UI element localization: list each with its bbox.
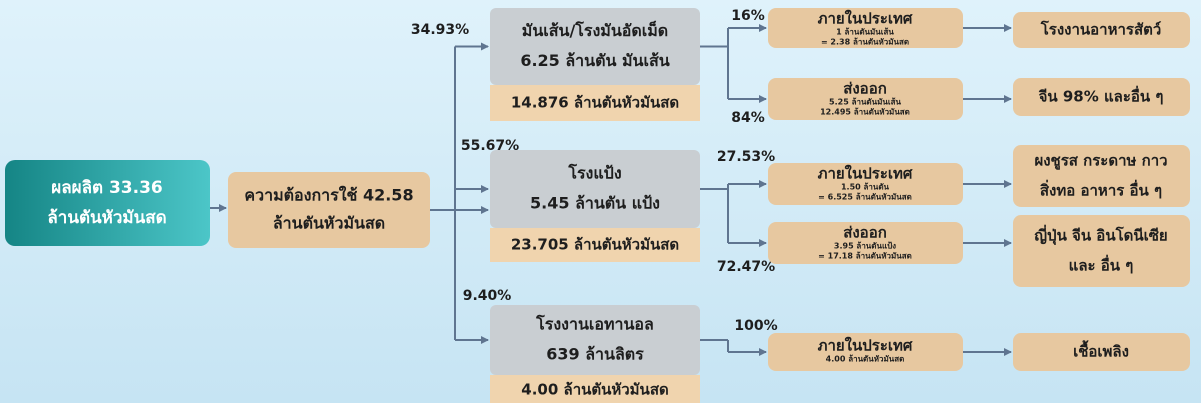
- output-detail: = 6.525 ล้านตันหัวมันสด: [818, 192, 912, 202]
- branch-percent: 34.93%: [411, 22, 469, 38]
- output-detail: 4.00 ล้านตันหัวมันสด: [826, 354, 905, 364]
- branch-fresh-box: [490, 228, 700, 262]
- demand-text: ความต้องการใช้ 42.58: [244, 186, 413, 205]
- output-detail: = 17.18 ล้านตันหัวมันสด: [818, 251, 912, 261]
- destination-box: [1013, 215, 1190, 287]
- output-title: ภายในประเทศ: [818, 337, 913, 355]
- destination-box: [1013, 12, 1190, 48]
- source-text: ล้านตันหัวมันสด: [47, 208, 166, 228]
- branch-fresh-box: [490, 85, 700, 121]
- branch-text: โรงงานเอทานอล: [535, 314, 654, 334]
- destination-text: จีน 98% และอื่น ๆ: [1038, 86, 1163, 106]
- destination-text: ญี่ปุ่น จีน อินโดนีเซีย: [1034, 225, 1167, 246]
- output-box: [768, 333, 963, 371]
- destination-text: โรงงานอาหารสัตว์: [1040, 20, 1162, 39]
- demand-text: ล้านตันหัวมันสด: [273, 214, 385, 233]
- output-detail: 5.25 ล้านตันมันเส้น: [829, 97, 901, 107]
- destination-text: เชื้อเพลิง: [1073, 340, 1129, 361]
- output-box: [768, 222, 963, 264]
- output-box: [768, 163, 963, 205]
- branch-text: โรงแป้ง: [567, 163, 621, 183]
- output-title: ภายในประเทศ: [818, 10, 913, 28]
- output-percent: 72.47%: [717, 259, 775, 275]
- branch-text: 6.25 ล้านตัน มันเส้น: [520, 51, 669, 70]
- destination-box: [1013, 333, 1190, 371]
- branch-text: มันเส้น/โรงมันอัดเม็ด: [522, 19, 668, 40]
- source-text: ผลผลิต 33.36: [51, 178, 163, 198]
- output-detail: 3.95 ล้านตันแป้ง: [834, 241, 896, 251]
- branch-fresh-box: [490, 375, 700, 403]
- output-detail: 1.50 ล้านตัน: [841, 182, 890, 192]
- destination-box: [1013, 145, 1190, 207]
- source-box: [5, 160, 210, 246]
- branch-fresh: 4.00 ล้านตันหัวมันสด: [521, 381, 668, 399]
- branch-text: 5.45 ล้านตัน แป้ง: [530, 194, 660, 213]
- output-title: ส่งออก: [843, 224, 887, 242]
- branch-box: [490, 8, 700, 85]
- branch-box: [490, 305, 700, 375]
- output-percent: 27.53%: [717, 149, 775, 165]
- branch-percent: 9.40%: [463, 288, 512, 304]
- output-detail: 12.495 ล้านตันหัวมันสด: [820, 107, 910, 117]
- demand-box: [228, 172, 430, 248]
- output-detail: 1 ล้านตันมันเส้น: [836, 27, 894, 37]
- branch-text: 639 ล้านลิตร: [546, 345, 644, 364]
- output-percent: 84%: [731, 110, 765, 126]
- output-title: ส่งออก: [843, 80, 887, 98]
- branch-fresh: 23.705 ล้านตันหัวมันสด: [511, 236, 679, 254]
- destination-text: ผงชูรส กระดาษ กาว: [1034, 152, 1167, 171]
- output-title: ภายในประเทศ: [818, 165, 913, 183]
- output-box: [768, 8, 963, 48]
- destination-box: [1013, 78, 1190, 116]
- destination-text: สิ่งทอ อาหาร อื่น ๆ: [1040, 180, 1162, 200]
- branch-fresh: 14.876 ล้านตันหัวมันสด: [511, 94, 679, 112]
- branch-box: [490, 150, 700, 228]
- destination-text: และ อื่น ๆ: [1069, 255, 1134, 275]
- output-percent: 16%: [731, 8, 765, 24]
- output-percent: 100%: [734, 318, 777, 334]
- output-detail: = 2.38 ล้านตันหัวมันสด: [821, 37, 909, 47]
- output-box: [768, 78, 963, 120]
